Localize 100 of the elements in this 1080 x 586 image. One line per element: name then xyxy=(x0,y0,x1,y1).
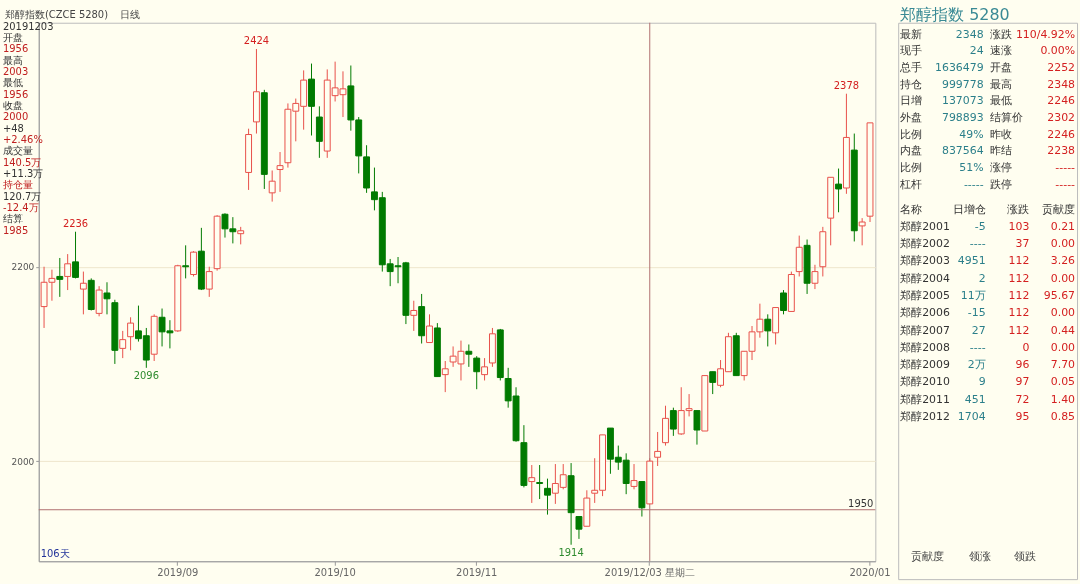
x-tick-label: 2019/11 xyxy=(456,566,498,578)
text: 跌停 xyxy=(989,177,1012,191)
text: 451 xyxy=(964,392,986,406)
text: 0.00 xyxy=(1050,306,1076,320)
text: 2348 xyxy=(1047,77,1076,91)
text: ----- xyxy=(963,177,984,191)
text: 郑醇2002 xyxy=(900,237,950,251)
text: 日增 xyxy=(900,94,923,108)
candlestick xyxy=(268,170,276,203)
text: 1985 xyxy=(2,224,29,236)
candlestick xyxy=(95,285,103,317)
text: 37 xyxy=(1015,237,1030,251)
annotation: 2378 xyxy=(833,79,860,91)
text: 110/4.92% xyxy=(1015,27,1076,41)
text: 成交量 xyxy=(2,145,33,157)
text: 外盘 xyxy=(900,111,923,125)
text: 郑醇指数 5280 xyxy=(900,4,1010,24)
text: 最高 xyxy=(2,54,23,66)
text: 103 xyxy=(1008,219,1030,233)
text: 95 xyxy=(1015,409,1030,423)
text: +48 xyxy=(2,122,24,134)
text: 0.05 xyxy=(1050,375,1076,389)
annotation: 20191203 xyxy=(2,20,54,32)
text: 最低 xyxy=(989,94,1012,108)
annotation: 106天 xyxy=(40,548,70,560)
text: 开盘 xyxy=(2,32,23,44)
text: -12.4万 xyxy=(2,201,39,213)
text: 837564 xyxy=(941,144,984,158)
text: ----- xyxy=(1055,161,1076,175)
text: 郑醇2007 xyxy=(900,323,950,337)
text: 1956 xyxy=(2,43,29,55)
text: 速涨 xyxy=(989,44,1012,58)
candlestick xyxy=(481,357,489,381)
text: 比例 xyxy=(900,127,923,141)
text: 27 xyxy=(971,323,986,337)
text: 1636479 xyxy=(935,61,984,75)
text: 持仓量 xyxy=(2,179,33,191)
text: 137073 xyxy=(941,94,984,108)
candlestick xyxy=(72,231,79,279)
candlestick xyxy=(575,516,583,540)
candlestick xyxy=(528,464,536,504)
candlestick xyxy=(182,244,190,279)
text: 96 xyxy=(1015,358,1030,372)
candlestick xyxy=(119,330,127,359)
text: 0.44 xyxy=(1050,323,1076,337)
candlestick xyxy=(127,316,135,351)
text: 798893 xyxy=(941,111,984,125)
candlestick xyxy=(465,343,473,368)
text: 结算价 xyxy=(989,111,1023,125)
text: -15 xyxy=(967,306,986,320)
text: 2238 xyxy=(1047,144,1076,158)
text: 2302 xyxy=(1047,111,1076,125)
text: 日增仓 xyxy=(952,202,986,216)
text: 比例 xyxy=(900,161,923,175)
candlestick xyxy=(205,266,213,298)
text: 2348 xyxy=(955,27,984,41)
x-tick-label: 2019/12/03 星期二 xyxy=(604,566,695,578)
text: 领涨 xyxy=(968,550,991,564)
candlestick xyxy=(780,289,787,315)
text: 112 xyxy=(1008,288,1030,302)
candlestick xyxy=(56,257,64,298)
x-tick-label: 2020/01 xyxy=(849,566,891,578)
text: 2252 xyxy=(1047,61,1076,75)
y-tick-label: 2200 xyxy=(11,262,35,273)
text: 郑醇2011 xyxy=(900,392,950,406)
text: 郑醇2003 xyxy=(900,254,950,268)
text: 郑醇2010 xyxy=(900,375,950,389)
annotation: 1914 xyxy=(558,546,584,558)
text: 0.21 xyxy=(1050,219,1076,233)
text: 0.00 xyxy=(1050,340,1076,354)
text: 11万 xyxy=(960,288,986,302)
text: 0 xyxy=(1022,340,1030,354)
text: 郑醇2008 xyxy=(900,340,950,354)
text: 内盘 xyxy=(900,144,923,158)
candlestick xyxy=(544,478,551,516)
candlestick xyxy=(835,168,842,213)
text: 112 xyxy=(1008,254,1030,268)
text: 2万 xyxy=(967,358,986,372)
text: 112 xyxy=(1008,306,1030,320)
candlestick xyxy=(79,271,87,315)
text: 2246 xyxy=(1047,127,1076,141)
text: 7.70 xyxy=(1050,358,1076,372)
annotation: +2.46% xyxy=(2,133,43,145)
candlestick xyxy=(630,463,638,490)
candlestick xyxy=(441,360,449,393)
text: ---- xyxy=(969,237,986,251)
candlestick xyxy=(693,410,701,446)
text: 0.85 xyxy=(1050,409,1076,423)
candlestick xyxy=(190,250,197,277)
text: 112 xyxy=(1008,323,1030,337)
candlestick xyxy=(536,464,544,500)
candlestick xyxy=(410,300,418,332)
text: 1704 xyxy=(957,409,986,423)
text: 24 xyxy=(969,44,984,58)
text: 最高 xyxy=(989,77,1012,91)
text: 持仓 xyxy=(900,77,923,91)
text: 0.00 xyxy=(1050,237,1076,251)
annotation: 2096 xyxy=(133,369,159,381)
text: 最低 xyxy=(2,77,23,89)
candlestick xyxy=(709,371,717,395)
